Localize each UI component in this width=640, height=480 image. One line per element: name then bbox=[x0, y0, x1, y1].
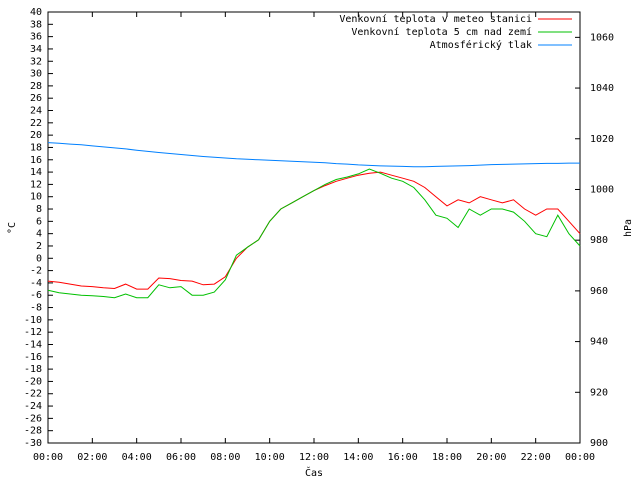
legend-label: Atmosférický tlak bbox=[430, 39, 532, 51]
y2-tick-label: 1000 bbox=[590, 184, 614, 195]
x-tick-label: 14:00 bbox=[343, 452, 373, 463]
y-tick-label: -2 bbox=[30, 266, 42, 277]
x-tick-label: 12:00 bbox=[299, 452, 329, 463]
y2-tick-label: 960 bbox=[590, 286, 608, 297]
y-tick-label: -18 bbox=[24, 364, 42, 375]
y-tick-label: 36 bbox=[30, 32, 42, 43]
y2-tick-label: 900 bbox=[590, 438, 608, 449]
y-tick-label: -30 bbox=[24, 438, 42, 449]
y-tick-label: 16 bbox=[30, 155, 42, 166]
y-tick-label: -24 bbox=[24, 401, 42, 412]
y-tick-label: -16 bbox=[24, 352, 42, 363]
legend-label: Venkovní teplota v meteo stanici bbox=[339, 13, 532, 25]
y-tick-label: 10 bbox=[30, 192, 42, 203]
y-tick-label: 2 bbox=[36, 241, 42, 252]
y-tick-label: 38 bbox=[30, 19, 42, 30]
y2-tick-label: 920 bbox=[590, 387, 608, 398]
x-tick-label: 10:00 bbox=[255, 452, 285, 463]
y-tick-label: 14 bbox=[30, 167, 42, 178]
y-tick-label: 34 bbox=[30, 44, 42, 55]
y2-tick-label: 1060 bbox=[590, 32, 614, 43]
y-tick-label: 6 bbox=[36, 216, 42, 227]
y-tick-label: -26 bbox=[24, 413, 42, 424]
y-tick-label: -12 bbox=[24, 327, 42, 338]
y-tick-label: -14 bbox=[24, 339, 42, 350]
y-tick-label: -6 bbox=[30, 290, 42, 301]
y-tick-label: 24 bbox=[30, 106, 42, 117]
y-tick-label: 12 bbox=[30, 179, 42, 190]
y-tick-label: -8 bbox=[30, 303, 42, 314]
y-tick-label: 4 bbox=[36, 229, 42, 240]
y2-tick-label: 980 bbox=[590, 235, 608, 246]
y2-axis-label: hPa bbox=[623, 219, 634, 237]
y-tick-label: 18 bbox=[30, 142, 42, 153]
x-tick-label: 18:00 bbox=[432, 452, 462, 463]
x-axis-label: Čas bbox=[305, 466, 323, 479]
plot-border bbox=[47, 11, 581, 444]
y-tick-label: 28 bbox=[30, 81, 42, 92]
y-tick-label: 0 bbox=[36, 253, 42, 264]
y-tick-label: 32 bbox=[30, 56, 42, 67]
x-tick-label: 00:00 bbox=[33, 452, 63, 463]
series-line bbox=[47, 142, 580, 168]
x-tick-label: 00:00 bbox=[565, 452, 595, 463]
y-axis-label: °C bbox=[7, 222, 18, 234]
y-tick-label: -22 bbox=[24, 389, 42, 400]
y2-tick-label: 940 bbox=[590, 337, 608, 348]
y-tick-label: 22 bbox=[30, 118, 42, 129]
y-tick-label: -28 bbox=[24, 426, 42, 437]
y2-tick-label: 1040 bbox=[590, 83, 614, 94]
x-tick-label: 02:00 bbox=[77, 452, 107, 463]
y-tick-label: 20 bbox=[30, 130, 42, 141]
series-line bbox=[47, 168, 581, 299]
x-tick-label: 06:00 bbox=[166, 452, 196, 463]
y-tick-label: 30 bbox=[30, 69, 42, 80]
y-tick-label: 40 bbox=[30, 7, 42, 18]
x-tick-label: 04:00 bbox=[122, 452, 152, 463]
y-tick-label: -20 bbox=[24, 376, 42, 387]
x-tick-label: 20:00 bbox=[476, 452, 506, 463]
y-tick-label: -4 bbox=[30, 278, 42, 289]
y-tick-label: 8 bbox=[36, 204, 42, 215]
x-tick-label: 16:00 bbox=[388, 452, 418, 463]
x-tick-label: 08:00 bbox=[210, 452, 240, 463]
legend-label: Venkovní teplota 5 cm nad zemí bbox=[351, 26, 532, 38]
y-tick-label: -10 bbox=[24, 315, 42, 326]
y2-tick-label: 1020 bbox=[590, 134, 614, 145]
y-tick-label: 26 bbox=[30, 93, 42, 104]
x-tick-label: 22:00 bbox=[521, 452, 551, 463]
